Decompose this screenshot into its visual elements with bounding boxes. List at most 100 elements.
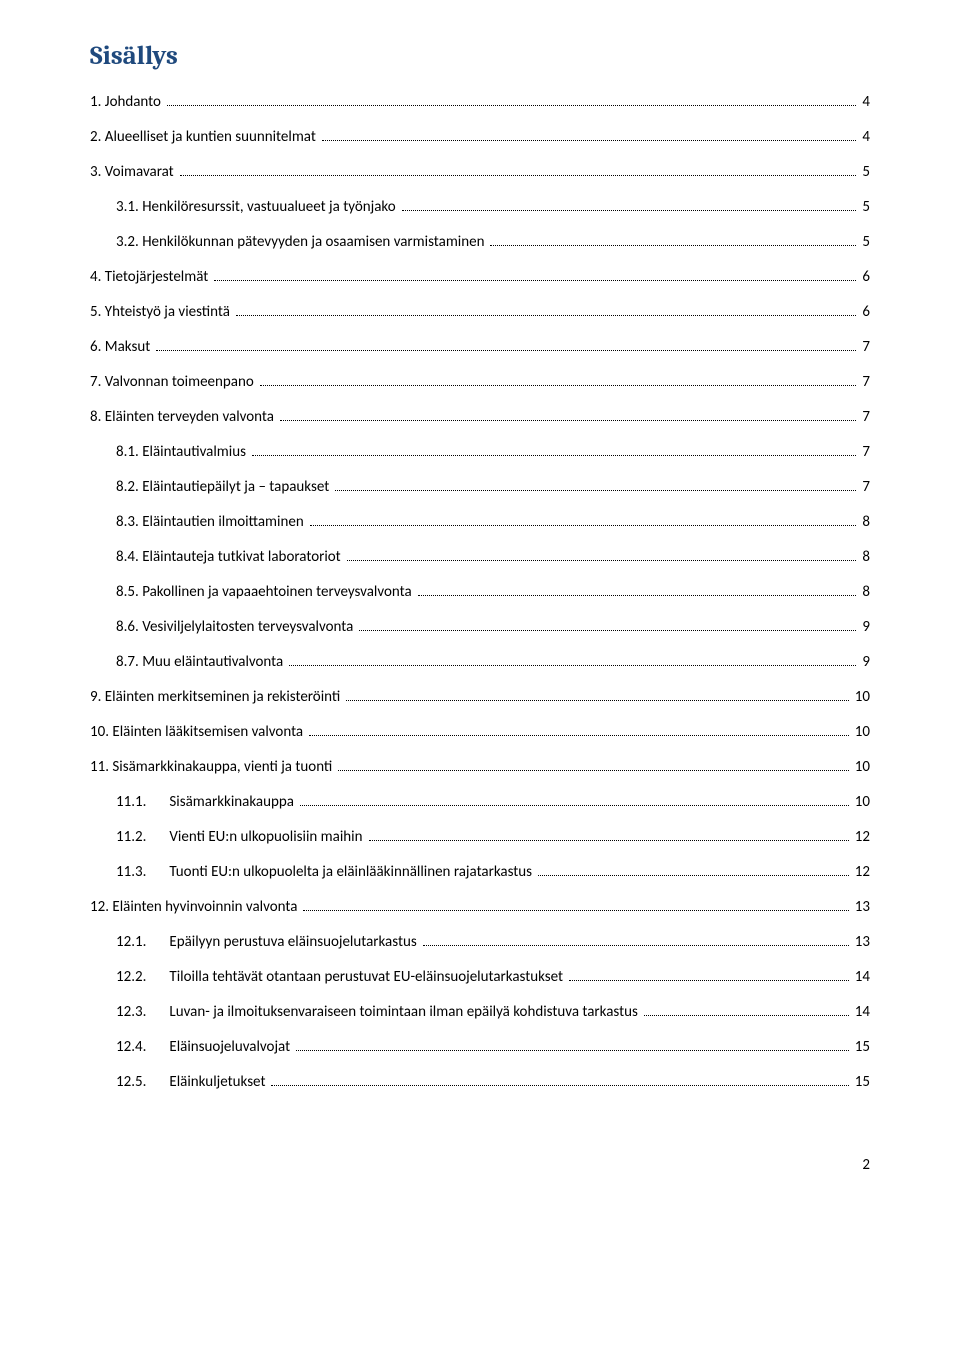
toc-entry-number: 3.1.: [116, 198, 139, 216]
toc-entry[interactable]: 4. Tietojärjestelmät 6: [90, 264, 870, 291]
toc-entry-number: 5.: [90, 303, 101, 321]
toc-entry[interactable]: 8. Eläinten terveyden valvonta 7: [90, 404, 870, 431]
toc-entry-text: Epäilyyn perustuva eläinsuojelutarkastus: [169, 933, 416, 951]
toc-entry[interactable]: 11.1. Sisämarkkinakauppa 10: [90, 789, 870, 816]
toc-entry[interactable]: 3.2. Henkilökunnan pätevyyden ja osaamis…: [90, 229, 870, 256]
toc-leader-dots: [271, 1085, 848, 1086]
toc-entry[interactable]: 8.3. Eläintautien ilmoittaminen 8: [90, 509, 870, 536]
toc-leader-dots: [402, 210, 857, 211]
toc-entry-text: Tiloilla tehtävät otantaan perustuvat EU…: [169, 968, 563, 986]
toc-entry-text: Valvonnan toimeenpano: [105, 373, 254, 391]
toc-leader-dots: [260, 385, 857, 386]
toc-entry-label: 2. Alueelliset ja kuntien suunnitelmat: [90, 124, 320, 151]
toc-entry-text: Johdanto: [105, 93, 161, 111]
toc-entry-number: 8.4.: [116, 548, 139, 566]
toc-entry[interactable]: 8.2. Eläintautiepäilyt ja – tapaukset 7: [90, 474, 870, 501]
toc-leader-dots: [322, 140, 857, 141]
toc-entry[interactable]: 11.3. Tuonti EU:n ulkopuolelta ja eläinl…: [90, 859, 870, 886]
toc-entry-text: Pakollinen ja vapaaehtoinen terveysvalvo…: [142, 583, 411, 601]
toc-entry-label: 8.7. Muu eläintautivalvonta: [116, 649, 287, 676]
toc-entry-page: 4: [858, 89, 870, 116]
toc-entry-text: Vienti EU:n ulkopuolisiin maihin: [169, 828, 362, 846]
toc-entry-label: 12.1. Epäilyyn perustuva eläinsuojelutar…: [116, 929, 421, 956]
toc-entry[interactable]: 12.4. Eläinsuojeluvalvojat 15: [90, 1034, 870, 1061]
toc-entry-label: 12.5. Eläinkuljetukset: [116, 1069, 269, 1096]
toc-leader-dots: [310, 525, 857, 526]
toc-entry[interactable]: 11.2. Vienti EU:n ulkopuolisiin maihin 1…: [90, 824, 870, 851]
toc-entry-number: 9.: [90, 688, 101, 706]
toc-entry[interactable]: 8.7. Muu eläintautivalvonta 9: [90, 649, 870, 676]
toc-leader-dots: [156, 350, 856, 351]
toc-leader-dots: [335, 490, 856, 491]
toc-entry-page: 10: [851, 789, 870, 816]
toc-entry[interactable]: 8.5. Pakollinen ja vapaaehtoinen terveys…: [90, 579, 870, 606]
toc-entry[interactable]: 8.6. Vesiviljelylaitosten terveysvalvont…: [90, 614, 870, 641]
toc-entry-label: 4. Tietojärjestelmät: [90, 264, 212, 291]
toc-entry-label: 3.2. Henkilökunnan pätevyyden ja osaamis…: [116, 229, 488, 256]
toc-leader-dots: [214, 280, 856, 281]
toc-entry-label: 11. Sisämarkkinakauppa, vienti ja tuonti: [90, 754, 336, 781]
toc-entry-page: 6: [858, 264, 870, 291]
toc-entry[interactable]: 2. Alueelliset ja kuntien suunnitelmat 4: [90, 124, 870, 151]
toc-entry-page: 9: [858, 614, 870, 641]
toc-entry[interactable]: 3. Voimavarat 5: [90, 159, 870, 186]
toc-leader-dots: [280, 420, 856, 421]
toc-entry-text: Voimavarat: [105, 163, 174, 181]
toc-entry-number: 3.2.: [116, 233, 139, 251]
toc-entry-number: 8.5.: [116, 583, 139, 601]
toc-leader-dots: [369, 840, 849, 841]
toc-entry-page: 5: [858, 159, 870, 186]
toc-entry-number: 8.2.: [116, 478, 139, 496]
toc-entry-page: 14: [851, 964, 870, 991]
toc-leader-dots: [359, 630, 856, 631]
toc-entry-number: 12.: [90, 898, 109, 916]
toc-entry-label: 11.3. Tuonti EU:n ulkopuolelta ja eläinl…: [116, 859, 536, 886]
toc-entry-page: 6: [858, 299, 870, 326]
toc-leader-dots: [289, 665, 856, 666]
toc-entry-text: Alueelliset ja kuntien suunnitelmat: [105, 128, 316, 146]
toc-entry[interactable]: 12.5. Eläinkuljetukset 15: [90, 1069, 870, 1096]
toc-entry-label: 8. Eläinten terveyden valvonta: [90, 404, 278, 431]
toc-entry[interactable]: 1. Johdanto 4: [90, 89, 870, 116]
toc-entry-label: 8.3. Eläintautien ilmoittaminen: [116, 509, 308, 536]
toc-leader-dots: [236, 315, 856, 316]
toc-entry[interactable]: 12. Eläinten hyvinvoinnin valvonta 13: [90, 894, 870, 921]
toc-leader-dots: [569, 980, 849, 981]
toc-entry[interactable]: 8.1. Eläintautivalmius 7: [90, 439, 870, 466]
toc-entry-label: 8.2. Eläintautiepäilyt ja – tapaukset: [116, 474, 333, 501]
toc-entry-page: 5: [858, 194, 870, 221]
toc-entry-label: 12.3. Luvan- ja ilmoituksenvaraiseen toi…: [116, 999, 642, 1026]
toc-entry-page: 10: [851, 719, 870, 746]
toc-entry[interactable]: 11. Sisämarkkinakauppa, vienti ja tuonti…: [90, 754, 870, 781]
toc-entry[interactable]: 3.1. Henkilöresurssit, vastuualueet ja t…: [90, 194, 870, 221]
toc-entry-number: 3.: [90, 163, 101, 181]
toc-entry-page: 12: [851, 824, 870, 851]
toc-entry-text: Eläintautivalmius: [142, 443, 246, 461]
toc-entry[interactable]: 7. Valvonnan toimeenpano 7: [90, 369, 870, 396]
toc-entry-text: Tuonti EU:n ulkopuolelta ja eläinlääkinn…: [169, 863, 532, 881]
toc-entry-text: Muu eläintautivalvonta: [142, 653, 283, 671]
toc-entry-page: 15: [851, 1034, 870, 1061]
toc-entry-number: 1.: [90, 93, 101, 111]
toc-entry[interactable]: 5. Yhteistyö ja viestintä 6: [90, 299, 870, 326]
toc-entry[interactable]: 9. Eläinten merkitseminen ja rekisteröin…: [90, 684, 870, 711]
toc-entry-page: 13: [851, 894, 870, 921]
toc-leader-dots: [538, 875, 849, 876]
toc-entry-number: 8.3.: [116, 513, 139, 531]
toc-entry[interactable]: 12.2. Tiloilla tehtävät otantaan perustu…: [90, 964, 870, 991]
toc-entry[interactable]: 12.1. Epäilyyn perustuva eläinsuojelutar…: [90, 929, 870, 956]
toc-entry-text: Eläintautien ilmoittaminen: [142, 513, 304, 531]
toc-entry-page: 8: [858, 544, 870, 571]
toc-entry-page: 12: [851, 859, 870, 886]
toc-entry[interactable]: 6. Maksut 7: [90, 334, 870, 361]
toc-entry[interactable]: 10. Eläinten lääkitsemisen valvonta 10: [90, 719, 870, 746]
toc-entry-text: Luvan- ja ilmoituksenvaraiseen toimintaa…: [169, 1003, 637, 1021]
toc-entry-number: 10.: [90, 723, 109, 741]
toc-entry-number: 12.2.: [116, 964, 166, 991]
toc-entry-text: Eläintautiepäilyt ja – tapaukset: [142, 478, 329, 496]
toc-entry-text: Eläinkuljetukset: [169, 1073, 265, 1091]
toc-entry-number: 4.: [90, 268, 101, 286]
toc-entry[interactable]: 12.3. Luvan- ja ilmoituksenvaraiseen toi…: [90, 999, 870, 1026]
toc-entry[interactable]: 8.4. Eläintauteja tutkivat laboratoriot …: [90, 544, 870, 571]
toc-entry-number: 11.3.: [116, 859, 166, 886]
